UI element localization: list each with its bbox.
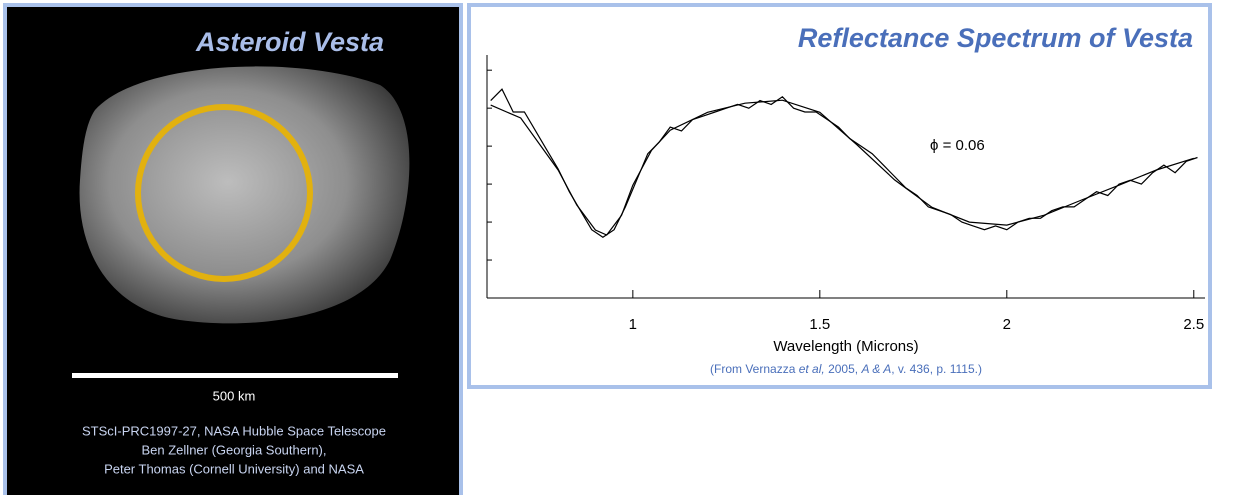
source-part: et al, <box>799 362 825 376</box>
asteroid <box>80 66 410 323</box>
credit: Ben Zellner (Georgia Southern), <box>142 442 327 457</box>
scale-bar <box>72 373 398 378</box>
source-part: 2005, <box>825 362 862 376</box>
annotation: ϕ = 0.06 <box>930 137 985 154</box>
page: { "left_panel": { "title": "Asteroid Ves… <box>0 0 1233 495</box>
credit: STScI-PRC1997-27, NASA Hubble Space Tele… <box>82 423 386 438</box>
source-part: A & A <box>860 362 891 376</box>
x-tick-label: 2 <box>1003 316 1011 333</box>
source-part: , v. 436, p. 1115.) <box>891 362 982 376</box>
x-tick-label: 2.5 <box>1183 316 1204 333</box>
x-axis-label: Wavelength (Microns) <box>773 338 918 355</box>
chart-title: Reflectance Spectrum of Vesta <box>798 23 1193 53</box>
source: (From Vernazza et al, 2005, A & A, v. 43… <box>710 362 982 376</box>
x-tick-label: 1 <box>629 316 637 333</box>
scale-label: 500 km <box>213 388 256 403</box>
credit: Peter Thomas (Cornell University) and NA… <box>104 461 364 476</box>
x-tick-label: 1.5 <box>809 316 830 333</box>
chart-panel <box>469 5 1210 387</box>
image-title: Asteroid Vesta <box>195 27 384 57</box>
source-part: (From Vernazza <box>710 362 799 376</box>
figure: Asteroid Vesta 500 km STScI-PRC1997-27, … <box>0 0 1233 495</box>
